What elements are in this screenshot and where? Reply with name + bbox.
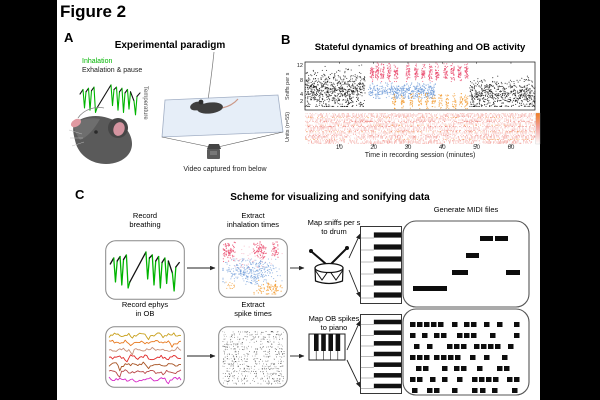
- drum-icon: [309, 246, 349, 285]
- time-tick: 10: [335, 145, 343, 151]
- side-bar-left: [0, 0, 57, 400]
- inhalation-times-box: [218, 238, 288, 298]
- panel-a-label: A: [64, 30, 74, 45]
- spike-times-box: [218, 326, 288, 388]
- piano-roll-keyboard-bottom: [360, 314, 402, 394]
- time-tick: 40: [438, 145, 446, 151]
- time-axis-label: Time in recording session (minutes): [364, 152, 476, 159]
- extract-inhalation-label: Extract inhalation times: [226, 211, 280, 229]
- panel-c-title: Scheme for visualizing and sonifying dat…: [230, 192, 430, 203]
- figure-title: Figure 2: [60, 2, 127, 21]
- record-ephys-box: [105, 326, 185, 388]
- sniffs-tick: 4: [299, 91, 303, 98]
- time-tick: 20: [370, 145, 377, 151]
- extract-spikes-label: Extract spike times: [234, 300, 272, 318]
- piano-icon: [308, 333, 346, 361]
- midi-notes-drum-box: [402, 220, 530, 308]
- breathing-trace: [79, 84, 141, 116]
- record-ephys-label: Record ephys in OB: [121, 300, 169, 318]
- record-breathing-label: Record breathing: [129, 211, 161, 229]
- piano-roll-keyboard-top: [360, 226, 402, 304]
- sniffs-tick: 2: [299, 98, 303, 105]
- panel-b-title: Stateful dynamics of breathing and OB ac…: [314, 42, 526, 53]
- generate-midi-label: Generate MIDI files: [433, 205, 499, 214]
- panel-c-label: C: [75, 187, 85, 202]
- sniffs-tick: 12: [296, 63, 303, 70]
- temperature-label: Temperature: [142, 86, 148, 120]
- time-tick: 30: [404, 145, 412, 151]
- mouse-head-drawing: [68, 107, 132, 164]
- exhalation-label: Exhalation & pause: [82, 67, 143, 74]
- arena-platform-drawing: [161, 52, 284, 159]
- map-piano-label: Map OB spikes to piano: [308, 314, 360, 332]
- midi-notes-piano-box: [402, 308, 530, 396]
- state-dynamics-plot: [304, 61, 541, 147]
- map-drum-label: Map sniffs per s to drum: [307, 218, 361, 236]
- time-tick: 50: [473, 145, 480, 151]
- panel-a-title: Experimental paradigm: [114, 40, 226, 51]
- panel-b-label: B: [281, 32, 291, 47]
- record-breathing-box: [105, 240, 185, 300]
- inhalation-label: Inhalation: [82, 58, 113, 65]
- side-bar-right: [540, 0, 600, 400]
- sniffs-tick: 8: [299, 77, 303, 84]
- time-tick: 60: [507, 145, 515, 151]
- video-caption: Video captured from below: [183, 166, 267, 173]
